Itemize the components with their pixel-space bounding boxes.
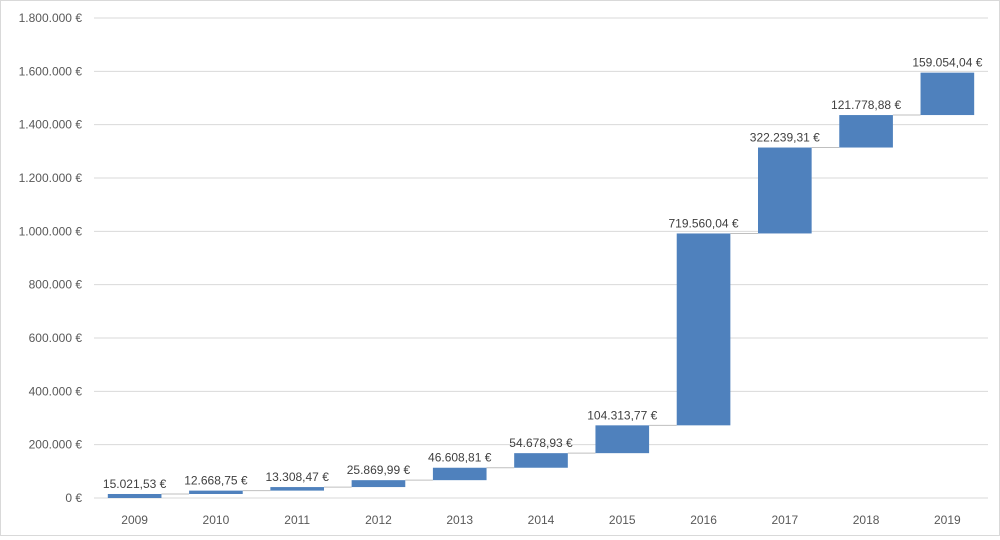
connectors <box>161 114 921 495</box>
data-label: 46.608,81 € <box>428 451 492 465</box>
x-tick-label: 2013 <box>446 513 473 527</box>
data-labels: 15.021,53 € 12.668,75 € 13.308,47 € 25.869,… <box>103 56 983 491</box>
bar-2010 <box>189 490 243 494</box>
data-label: 159.054,04 € <box>912 56 982 70</box>
y-axis: 0 € 200.000 € 400.000 € 600.000 € 800.000 € 1… <box>19 11 83 505</box>
data-label: 121.778,88 € <box>831 98 901 112</box>
bar-2019 <box>920 72 975 116</box>
bar-2015 <box>595 425 650 454</box>
x-tick-label: 2019 <box>934 513 961 527</box>
bar-2016 <box>676 233 731 426</box>
x-axis: 2009 2010 2011 2012 2013 2014 2015 2016 2017 2018… <box>121 513 961 527</box>
data-label: 54.678,93 € <box>509 436 573 450</box>
y-tick-label: 800.000 € <box>29 278 83 292</box>
bar-2012 <box>351 480 406 488</box>
y-tick-label: 1.800.000 € <box>19 11 83 25</box>
data-label: 719.560,04 € <box>669 216 739 230</box>
y-tick-label: 400.000 € <box>29 384 83 398</box>
x-tick-label: 2012 <box>365 513 392 527</box>
x-tick-label: 2014 <box>528 513 555 527</box>
data-label: 25.869,99 € <box>347 463 411 477</box>
x-tick-label: 2010 <box>203 513 230 527</box>
bar-2018 <box>839 115 893 148</box>
data-label: 104.313,77 € <box>587 408 657 422</box>
x-tick-label: 2016 <box>690 513 717 527</box>
y-tick-label: 0 € <box>65 491 82 505</box>
bars <box>107 72 975 498</box>
data-label: 13.308,47 € <box>265 470 329 484</box>
y-tick-label: 1.000.000 € <box>19 224 83 238</box>
bar-2013 <box>432 467 487 481</box>
bar-2017 <box>757 147 812 234</box>
bar-2009 <box>107 493 162 498</box>
y-tick-label: 1.400.000 € <box>19 118 83 132</box>
bar-2014 <box>514 453 568 468</box>
x-tick-label: 2015 <box>609 513 636 527</box>
data-label: 322.239,31 € <box>750 131 820 145</box>
x-tick-label: 2009 <box>121 513 148 527</box>
y-tick-label: 1.600.000 € <box>19 64 83 78</box>
data-label: 12.668,75 € <box>184 474 248 488</box>
x-tick-label: 2018 <box>853 513 880 527</box>
y-tick-label: 1.200.000 € <box>19 171 83 185</box>
bar-2011 <box>270 487 325 491</box>
x-tick-label: 2011 <box>284 513 310 527</box>
x-tick-label: 2017 <box>771 513 798 527</box>
data-label: 15.021,53 € <box>103 477 167 491</box>
y-tick-label: 600.000 € <box>29 331 83 345</box>
y-tick-label: 200.000 € <box>29 438 83 452</box>
gridlines <box>94 17 988 499</box>
